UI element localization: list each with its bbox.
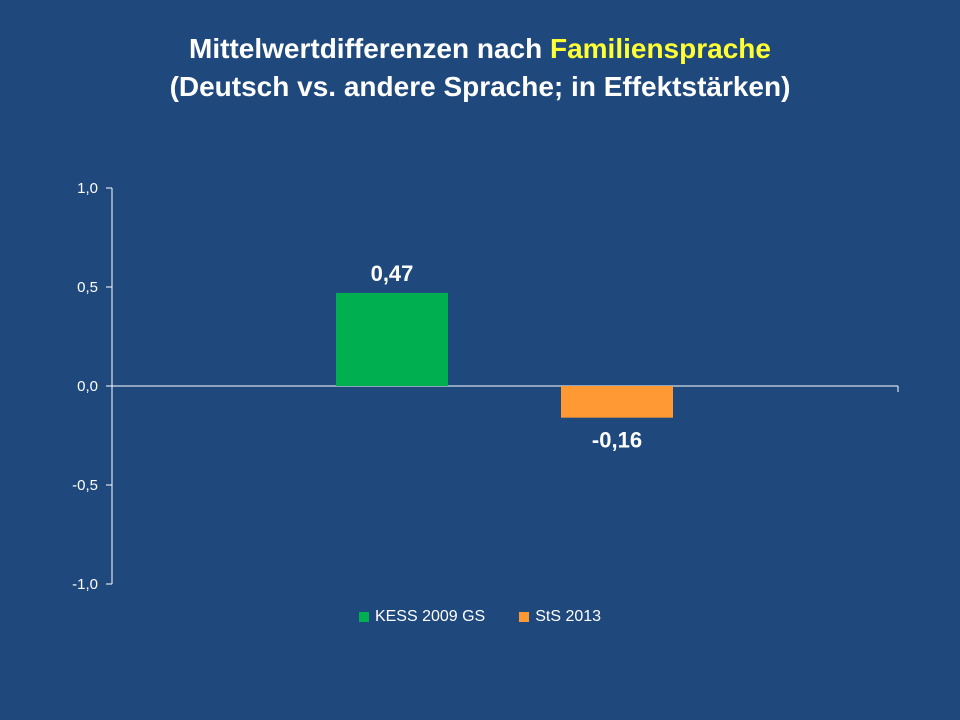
y-tick-label-1: 0,5 xyxy=(77,279,98,296)
legend-item-kess: KESS 2009 GS xyxy=(358,608,486,626)
title-line-1: Mittelwertdifferenzen nach Familiensprac… xyxy=(0,30,960,68)
legend-swatch-kess xyxy=(358,612,369,622)
title-prefix: Mittelwertdifferenzen nach xyxy=(189,33,550,64)
chart-title: Mittelwertdifferenzen nach Familiensprac… xyxy=(0,30,960,106)
y-tick-label-4: -1,0 xyxy=(72,576,98,593)
title-accent: Familiensprache xyxy=(549,33,771,64)
legend-label-sts: StS 2013 xyxy=(535,608,602,625)
legend-item-sts: StS 2013 xyxy=(519,608,601,626)
bar-0 xyxy=(336,292,448,386)
legend: KESS 2009 GS StS 2013 xyxy=(0,608,960,626)
legend-swatch-sts xyxy=(519,612,530,622)
title-line-2: (Deutsch vs. andere Sprache; in Effektst… xyxy=(169,71,791,102)
y-tick-label-3: -0,5 xyxy=(72,477,98,494)
legend-label-kess: KESS 2009 GS xyxy=(374,608,486,625)
y-tick-label-0: 1,0 xyxy=(77,180,98,197)
data-label-0: 0,47 xyxy=(371,261,414,286)
data-label-1: -0,16 xyxy=(592,428,642,453)
bar-1 xyxy=(561,386,673,418)
y-tick-label-2: 0,0 xyxy=(77,378,98,395)
